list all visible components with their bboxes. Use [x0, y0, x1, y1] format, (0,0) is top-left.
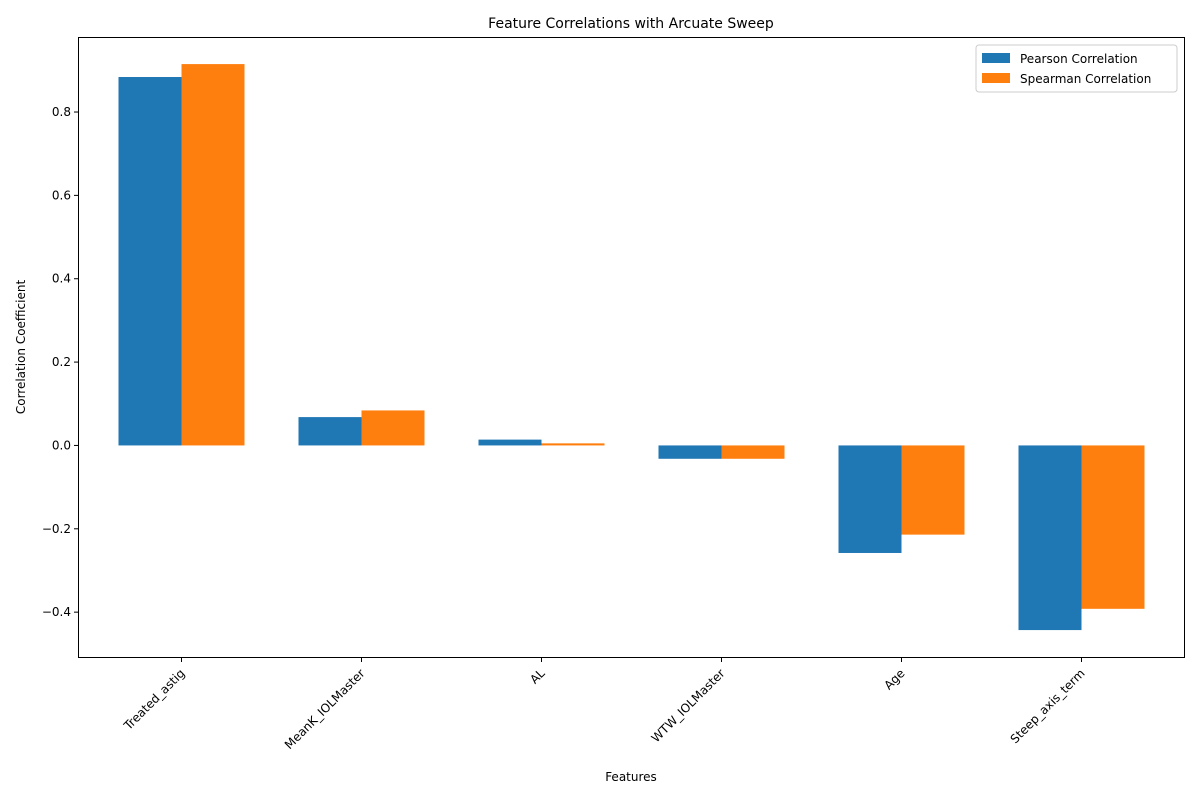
bar-spearman-4 — [901, 445, 965, 535]
bar-spearman-0 — [181, 64, 245, 446]
legend-swatch-pearson — [982, 53, 1010, 63]
bar-pearson-4 — [838, 445, 902, 553]
bar-spearman-5 — [1081, 445, 1145, 609]
y-tick-label: 0.6 — [52, 188, 71, 202]
axes-frame — [78, 37, 1185, 658]
bar-spearman-3 — [721, 445, 785, 459]
x-tick-label: Treated_astig — [120, 666, 187, 733]
legend-box — [975, 44, 1178, 93]
bar-spearman-1 — [361, 410, 425, 446]
y-tick-label: 0.8 — [52, 105, 71, 119]
bar-spearman-2 — [541, 443, 605, 446]
plot-area: −0.4 −0.2 0.0 0.2 0.4 0.6 0.8 Treated_astig Mean… — [42, 37, 1185, 752]
legend-label-spearman: Spearman Correlation — [1020, 72, 1151, 86]
bar-pearson-5 — [1018, 445, 1082, 631]
x-tick-label: WTW_IOLMaster — [649, 666, 728, 745]
x-tick-label: MeanK_IOLMaster — [282, 666, 368, 752]
chart-title: Feature Correlations with Arcuate Sweep — [488, 16, 774, 32]
legend-swatch-spearman — [982, 73, 1010, 83]
bar-pearson-1 — [298, 417, 362, 446]
y-tick-label: 0.2 — [52, 355, 71, 369]
y-tick-label: −0.4 — [42, 605, 71, 619]
legend: Pearson Correlation Spearman Correlation — [975, 44, 1178, 93]
bar-pearson-3 — [658, 445, 722, 459]
bar-pearson-0 — [118, 77, 182, 446]
y-tick-label: 0.0 — [52, 438, 71, 452]
y-tick-label: 0.4 — [52, 272, 71, 286]
y-tick-label: −0.2 — [42, 522, 71, 536]
x-axis-label: Features — [605, 770, 657, 784]
x-tick-label: AL — [527, 666, 548, 687]
x-tick-label: Steep_axis_term — [1008, 666, 1088, 746]
y-axis-label: Correlation Coefficient — [14, 280, 28, 415]
bar-pearson-2 — [478, 439, 542, 446]
legend-label-pearson: Pearson Correlation — [1020, 52, 1138, 66]
x-tick-label: Age — [881, 666, 907, 692]
